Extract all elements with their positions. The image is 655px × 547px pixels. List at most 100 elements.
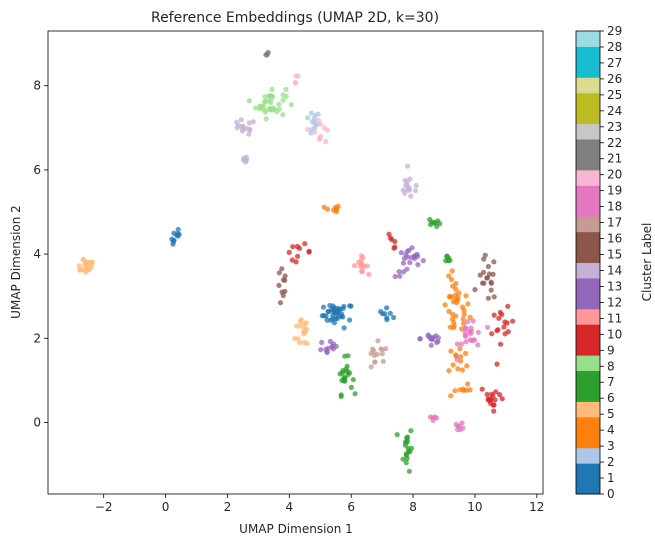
colorbar-swatch [576,231,600,248]
colorbar-swatch [576,169,600,186]
scatter-point [425,332,431,338]
scatter-point [493,389,499,395]
colorbar-swatch [576,416,600,433]
scatter-point [340,314,346,320]
scatter-point [298,316,304,323]
scatter-point [460,425,466,431]
scatter-point [491,408,497,414]
scatter-point [319,339,325,345]
colorbar-tick-label: 12 [607,295,622,309]
colorbar-tick-label: 16 [607,232,622,246]
x-tick-label: 8 [409,500,417,514]
scatter-point [288,102,294,108]
scatter-point [308,110,315,116]
scatter-point [268,93,274,99]
colorbar-tick-label: 5 [607,407,615,421]
x-tick-label: 2 [224,500,232,514]
scatter-point [471,337,477,343]
scatter-point [234,119,240,125]
scatter-point [323,138,329,145]
scatter-point [330,312,336,319]
y-axis: 0 2 4 6 8 [33,79,48,429]
scatter-point [348,384,354,390]
scatter-point [491,259,497,265]
scatter-point [83,261,89,267]
y-tick-label: 0 [33,415,41,429]
colorbar-swatch [576,478,600,495]
colorbar-swatch [576,247,600,263]
scatter-point [450,311,456,317]
scatter-point [282,277,288,283]
scatter-point [459,341,465,347]
scatter-point [475,329,481,335]
scatter-point [498,341,504,347]
scatter-point [289,257,295,263]
colorbar-swatch [576,185,600,202]
scatter-point [368,364,374,370]
scatter-point [403,460,409,466]
scatter-point [482,252,488,258]
colorbar-tick-label: 3 [607,439,615,453]
scatter-point [405,254,411,260]
scatter-point [384,305,390,311]
scatter-point [294,243,300,250]
scatter-point [240,123,246,129]
scatter-point [468,325,474,331]
scatter-point [77,267,83,273]
scatter-point [465,319,471,325]
scatter-point [463,387,469,393]
scatter-point [494,328,500,334]
scatter-point [242,157,249,163]
scatter-point [488,280,494,286]
colorbar-swatches [576,31,600,495]
scatter-point [340,305,346,312]
scatter-point [292,335,298,341]
x-tick-label: 4 [285,500,293,514]
colorbar: 0123456789101112131415161718192021222324… [575,24,654,501]
scatter-point [398,250,404,256]
scatter-point [489,331,495,337]
scatter-point [477,272,483,278]
y-tick-label: 6 [33,163,41,177]
scatter-point [461,311,467,317]
colorbar-tick-label: 26 [607,72,622,86]
scatter-point [89,261,95,267]
scatter-point [323,313,329,319]
scatter-point [415,262,421,268]
scatter-point [292,79,298,86]
scatter-point [387,310,393,316]
x-tick-label: 12 [529,500,544,514]
colorbar-tick-label: 7 [607,375,615,389]
scatter-point [450,362,456,368]
scatter-point [340,368,346,374]
colorbar-swatch [576,293,600,310]
scatter-point [298,323,304,329]
scatter-point [391,314,397,321]
scatter-point [378,309,384,315]
colorbar-swatch [576,108,600,125]
scatter-point [380,358,386,364]
scatter-point [491,402,497,408]
scatter-point [371,352,377,359]
scatter-point [505,303,511,309]
scatter-point [460,304,466,310]
scatter-point [494,361,500,367]
scatter-point [435,338,441,345]
scatter-point [246,98,252,104]
scatter-point [320,304,327,310]
scatter-point [484,391,490,397]
scatter-point [459,367,465,373]
scatter-point [453,280,459,287]
colorbar-swatch [576,355,600,372]
scatter-point [446,273,452,279]
scatter-point [465,301,471,307]
colorbar-swatch [576,401,600,418]
scatter-point [332,204,339,211]
scatter-point [238,117,244,123]
scatter-point [446,308,452,314]
scatter-point [402,439,409,445]
scatter-point [497,392,503,398]
scatter-point [415,253,421,259]
scatter-point [463,325,469,331]
